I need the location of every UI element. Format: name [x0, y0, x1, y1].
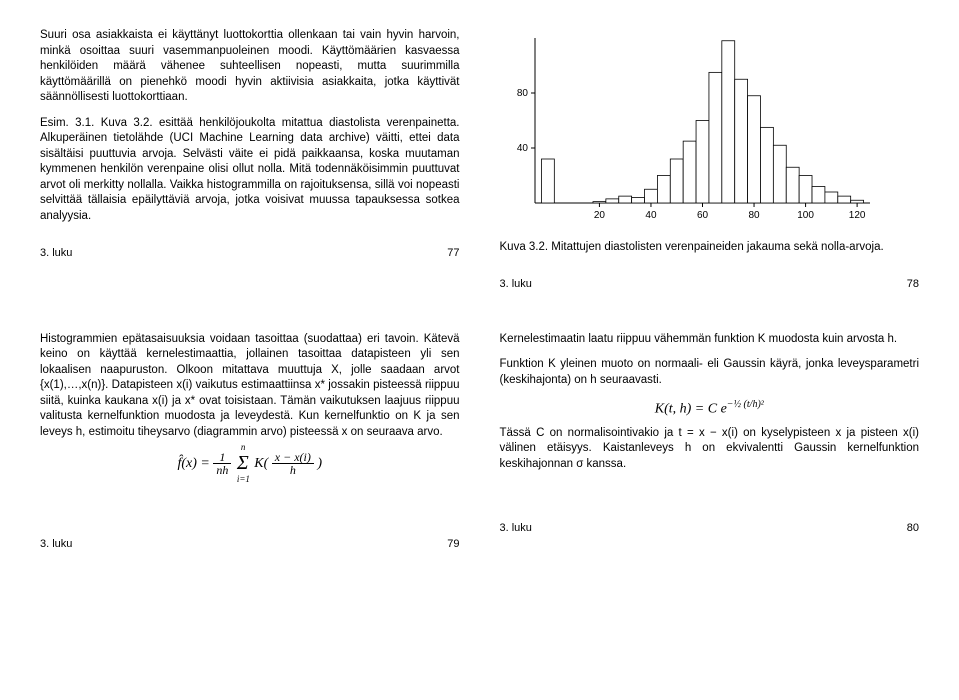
footer-right: 77 [447, 246, 459, 261]
svg-text:60: 60 [696, 210, 708, 221]
slide-80: Kernelestimaatin laatu riippuu vähemmän … [500, 332, 920, 552]
svg-text:80: 80 [516, 88, 528, 99]
slide79-p1: Histogrammien epätasaisuuksia voidaan ta… [40, 332, 460, 441]
slide-77: Suuri osa asiakkaista ei käyttänyt luott… [40, 28, 460, 292]
svg-text:20: 20 [593, 210, 605, 221]
slide79-footer: 3. luku 79 [40, 537, 460, 552]
slide77-footer: 3. luku 77 [40, 246, 460, 261]
svg-text:80: 80 [748, 210, 760, 221]
footer-right: 79 [447, 537, 459, 552]
slide80-p3: Tässä C on normalisointivakio ja t = x −… [500, 426, 920, 473]
svg-text:100: 100 [797, 210, 814, 221]
svg-text:40: 40 [516, 143, 528, 154]
slide-79: Histogrammien epätasaisuuksia voidaan ta… [40, 332, 460, 552]
slide79-formula: f̂(x) = 1 nh n Σ i=1 K( x − x(i) h ) [40, 450, 460, 477]
slide77-p1: Suuri osa asiakkaista ei käyttänyt luott… [40, 28, 460, 106]
footer-left: 3. luku [500, 277, 532, 292]
slide-78: 40 80 20 40 60 80 100 120 Kuva 3.2. Mitattujen … [500, 28, 920, 292]
histogram-chart: 40 80 20 40 60 80 100 120 [500, 28, 880, 228]
slide80-p2: Funktion K yleinen muoto on normaali- el… [500, 357, 920, 388]
footer-right: 78 [907, 277, 919, 292]
slide80-p1: Kernelestimaatin laatu riippuu vähemmän … [500, 332, 920, 348]
svg-text:120: 120 [848, 210, 865, 221]
slide80-formula: K(t, h) = C e−½ (t/h)² [500, 398, 920, 420]
footer-left: 3. luku [40, 246, 72, 261]
histogram-caption: Kuva 3.2. Mitattujen diastolisten verenp… [500, 240, 920, 256]
footer-right: 80 [907, 521, 919, 536]
slide77-p2: Esim. 3.1. Kuva 3.2. esittää henkilöjouk… [40, 116, 460, 225]
svg-text:40: 40 [645, 210, 657, 221]
slide78-footer: 3. luku 78 [500, 277, 920, 292]
footer-left: 3. luku [500, 521, 532, 536]
slide80-footer: 3. luku 80 [500, 521, 920, 536]
footer-left: 3. luku [40, 537, 72, 552]
